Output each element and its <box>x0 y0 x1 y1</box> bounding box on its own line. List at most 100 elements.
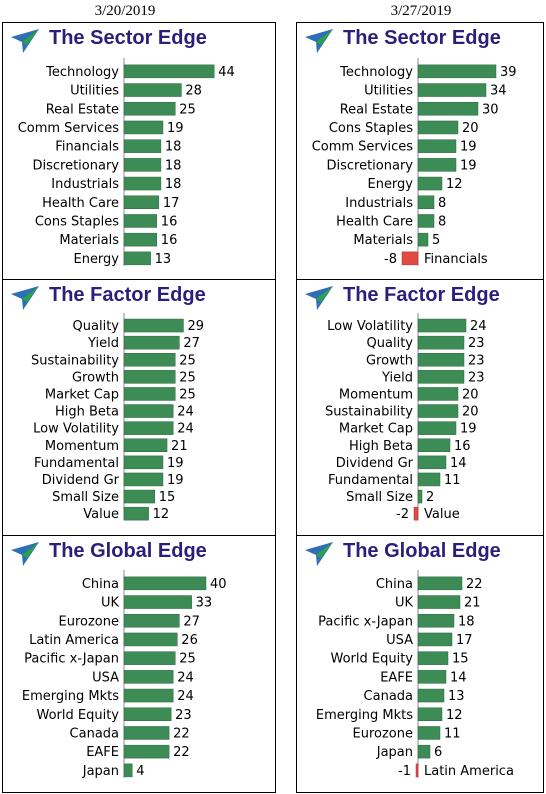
category-label: China <box>82 577 119 592</box>
bar <box>123 614 180 628</box>
panel-title: The Global Edge <box>49 540 207 562</box>
bar <box>123 102 176 116</box>
value-label: 12 <box>446 708 463 723</box>
bar <box>417 353 465 367</box>
category-label: Dividend Gr <box>42 473 120 488</box>
category-label: Discretionary <box>326 158 413 173</box>
bar <box>123 335 180 350</box>
category-label: Latin America <box>424 764 514 779</box>
bar <box>123 370 176 384</box>
sector-edge-panel-left: The Sector Edge Technology 44 Utilities 28 R… <box>2 22 276 281</box>
value-label: -2 <box>396 507 409 522</box>
bar <box>123 763 133 778</box>
category-label: Japan <box>82 764 119 779</box>
value-label: 25 <box>179 102 196 117</box>
global-edge-panel-right: The Global Edge China 22 UK 21 Pacific x-Jap… <box>296 535 544 793</box>
bar <box>413 506 419 521</box>
factor-edge-panel-right: The Factor Edge Low Volatility 24 Quality 2… <box>296 279 544 537</box>
value-label: 16 <box>161 214 178 229</box>
category-label: Cons Staples <box>35 214 119 229</box>
category-label: Momentum <box>45 439 119 454</box>
bar <box>417 387 459 401</box>
value-label: 16 <box>161 233 178 248</box>
bar <box>417 707 443 721</box>
value-label: 23 <box>175 708 192 723</box>
category-label: Eurozone <box>353 726 413 741</box>
bar <box>123 651 176 665</box>
arrow-logo-icon <box>11 542 39 566</box>
date-header-right: 3/27/2019 <box>390 3 452 19</box>
value-label: 12 <box>446 177 463 192</box>
arrow-logo-icon <box>11 29 39 53</box>
value-label: 22 <box>173 745 190 760</box>
bar <box>417 102 479 116</box>
category-label: Emerging Mkts <box>22 689 119 704</box>
category-label: Latin America <box>29 633 119 648</box>
value-label: 18 <box>458 614 475 629</box>
category-label: Cons Staples <box>329 121 413 136</box>
bar <box>123 64 215 79</box>
category-label: World Equity <box>37 708 120 723</box>
value-label: 2 <box>426 490 434 505</box>
bar <box>123 251 151 266</box>
category-label: Sustainability <box>31 353 119 368</box>
category-label: Materials <box>59 233 119 248</box>
value-label: -8 <box>384 252 397 267</box>
value-label: 21 <box>464 596 481 611</box>
category-label: Technology <box>339 65 413 80</box>
bar <box>123 438 168 452</box>
bar-chart: China 22 UK 21 Pacific x-Japan 18 USA 17 World E… <box>316 570 514 779</box>
bar <box>417 614 455 628</box>
category-label: Financials <box>424 252 488 267</box>
value-label: 27 <box>183 336 200 351</box>
value-label: 40 <box>210 577 227 592</box>
category-label: Canada <box>70 726 119 741</box>
bar <box>417 176 443 191</box>
bar <box>123 158 162 172</box>
bar <box>417 195 435 209</box>
bar <box>417 670 447 684</box>
panel-title: The Factor Edge <box>49 284 206 306</box>
category-label: Value <box>83 507 119 522</box>
bar <box>123 595 192 609</box>
value-label: -1 <box>398 764 411 779</box>
bar <box>123 232 158 247</box>
value-label: 27 <box>183 614 200 629</box>
value-label: 19 <box>460 140 477 155</box>
category-label: Comm Services <box>312 140 414 155</box>
value-label: 12 <box>153 507 170 522</box>
factor-edge-panel-left: The Factor Edge Quality 29 Yield 27 Sustaina… <box>2 279 276 537</box>
category-label: Dividend Gr <box>336 456 414 471</box>
arrow-logo-icon <box>305 542 333 566</box>
value-label: 20 <box>462 405 479 420</box>
bar-chart: Low Volatility 24 Quality 23 Growth 23 Yield 23… <box>325 313 487 522</box>
bar <box>417 404 459 418</box>
category-label: Health Care <box>42 196 119 211</box>
value-label: 24 <box>470 319 487 334</box>
category-label: Materials <box>353 233 413 248</box>
value-label: 25 <box>179 353 196 368</box>
bar <box>123 404 174 418</box>
category-label: High Beta <box>349 439 413 454</box>
value-label: 20 <box>462 121 479 136</box>
bar <box>123 707 172 721</box>
value-label: 5 <box>432 233 440 248</box>
bar <box>417 438 451 452</box>
category-label: Quality <box>367 336 414 351</box>
value-label: 14 <box>450 456 467 471</box>
category-label: Real Estate <box>46 102 119 117</box>
category-label: Discretionary <box>32 158 119 173</box>
bar <box>417 421 457 435</box>
value-label: 6 <box>434 745 442 760</box>
category-label: Health Care <box>336 214 413 229</box>
value-label: 29 <box>187 319 204 334</box>
bar <box>123 726 170 740</box>
category-label: Utilities <box>364 84 413 99</box>
bar <box>123 214 158 228</box>
bar <box>123 139 162 153</box>
value-label: 24 <box>177 689 194 704</box>
value-label: 33 <box>196 596 213 611</box>
value-label: 24 <box>177 422 194 437</box>
category-label: Quality <box>73 319 120 334</box>
value-label: 22 <box>466 577 483 592</box>
